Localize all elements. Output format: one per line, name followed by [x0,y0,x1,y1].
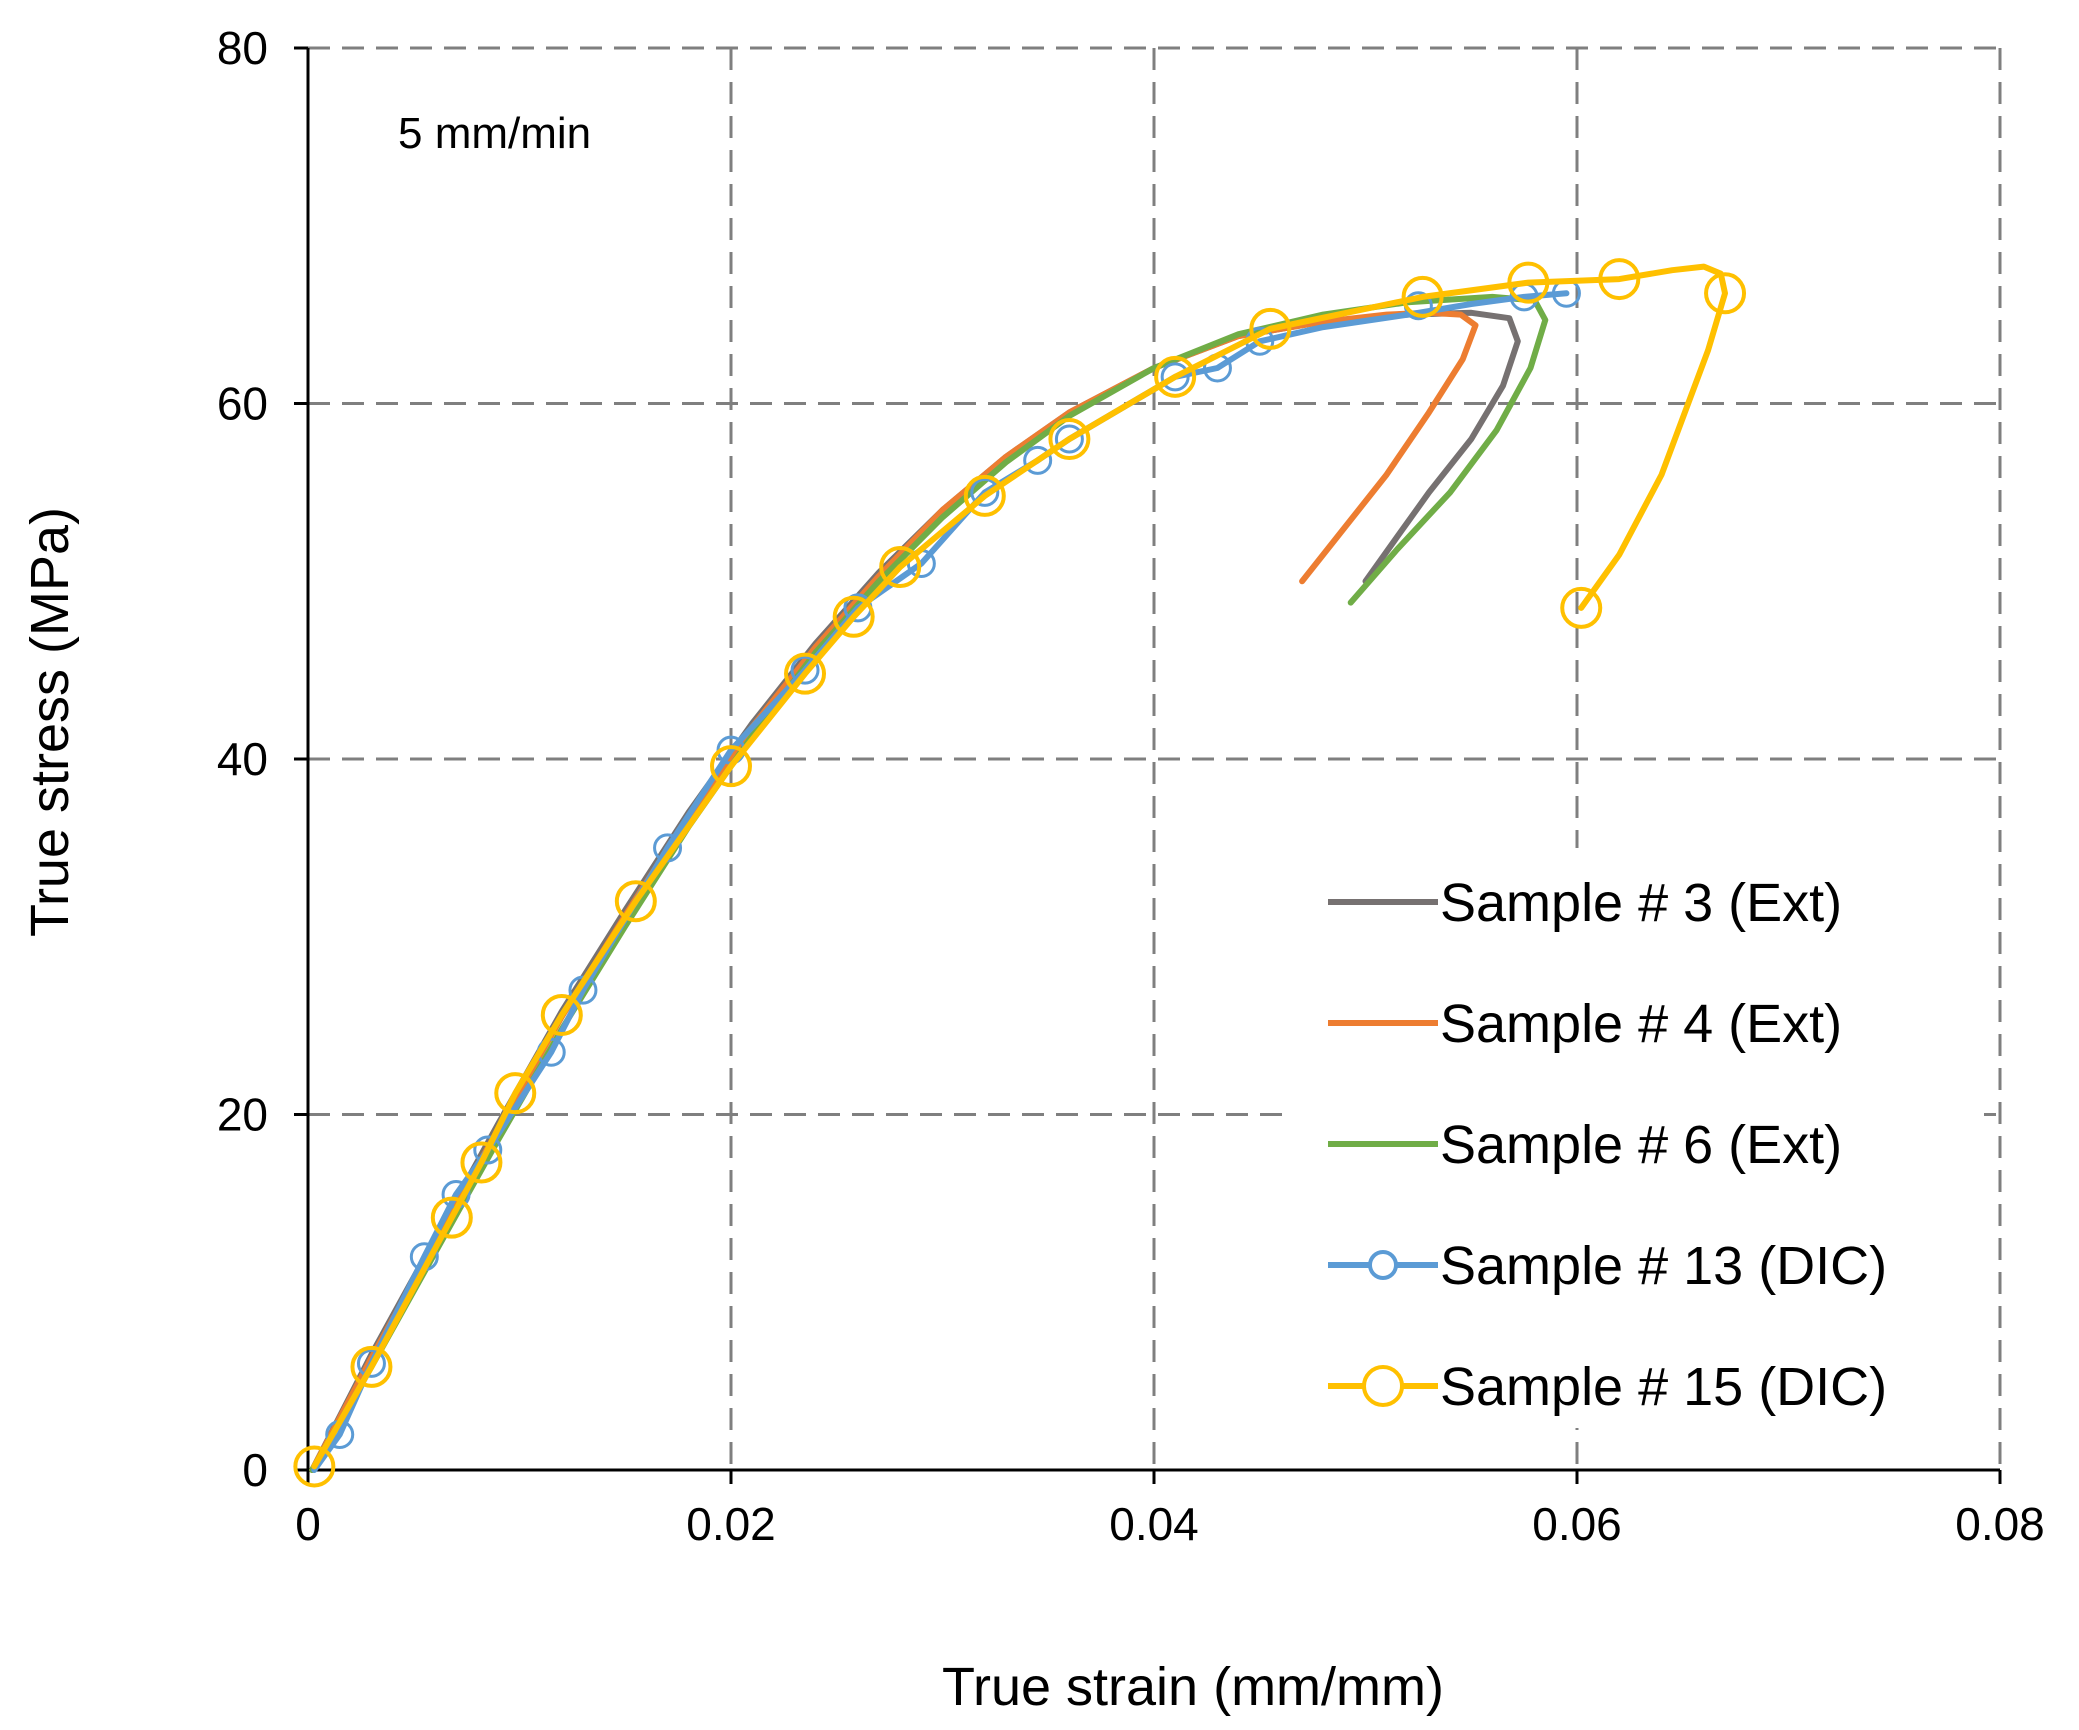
y-tick-label: 80 [217,22,268,74]
data-point [710,745,752,788]
series-line [311,263,1728,1470]
y-axis-title: True stress (MPa) [20,507,80,937]
data-point [1598,258,1641,301]
data-point [430,1196,473,1239]
data-point [494,1072,537,1115]
x-tick-label: 0.08 [1955,1498,2045,1550]
series-5 [293,258,1747,1488]
legend-label: Sample # 6 (Ext) [1440,1115,1842,1175]
legend-label: Sample # 15 (DIC) [1440,1357,1887,1417]
legend-marker [1362,1365,1404,1407]
legend-background [1294,848,1984,1428]
data-point [1249,307,1292,350]
data-point [1160,362,1190,392]
data-point [540,993,583,1036]
data-point [350,1345,393,1388]
data-point [790,655,820,685]
data-point [832,595,875,638]
legend-item: Sample # 4 (Ext) [1328,994,1842,1054]
data-point [473,1135,503,1165]
legend-label: Sample # 3 (Ext) [1440,873,1842,933]
legend-item: Sample # 13 (DIC) [1328,1236,1887,1296]
data-point [1507,261,1550,304]
data-point [356,1348,386,1378]
legend-label: Sample # 4 (Ext) [1440,994,1842,1054]
legend: Sample # 3 (Ext) Sample # 4 (Ext) Sample #… [1328,873,1887,1417]
x-tick-label: 0.02 [686,1498,776,1550]
x-tick-label: 0 [295,1498,321,1550]
rate-annotation: 5 mm/min [398,109,591,158]
legend-label: Sample # 13 (DIC) [1440,1236,1887,1296]
data-point [614,880,657,923]
x-tick-label: 0.04 [1109,1498,1199,1550]
data-point [1023,445,1053,475]
legend-item: Sample # 3 (Ext) [1328,873,1842,933]
x-axis-title: True strain (mm/mm) [942,1657,1444,1717]
y-tick-label: 20 [217,1089,268,1141]
axes [294,46,2002,1484]
data-point [963,474,1006,517]
data-point [1704,272,1747,315]
legend-item: Sample # 15 (DIC) [1328,1357,1887,1417]
y-tick-label: 60 [217,378,268,430]
legend-item: Sample # 6 (Ext) [1328,1115,1842,1175]
data-point [1048,418,1091,461]
data-point [1054,424,1084,454]
data-point [879,546,922,589]
data-point [1560,586,1603,629]
y-tick-label: 40 [217,733,268,785]
legend-marker [1368,1250,1398,1280]
tick-labels: 0 20 40 60 80 0 0.02 0.04 0.06 0.08 [217,22,2045,1550]
data-series [293,258,1747,1488]
data-point [970,477,1000,507]
data-point [293,1445,336,1488]
data-point [1154,355,1197,398]
y-tick-label: 0 [242,1444,268,1496]
x-tick-label: 0.06 [1532,1498,1622,1550]
data-point [784,652,827,695]
data-point [1401,275,1444,318]
data-point [460,1141,503,1184]
